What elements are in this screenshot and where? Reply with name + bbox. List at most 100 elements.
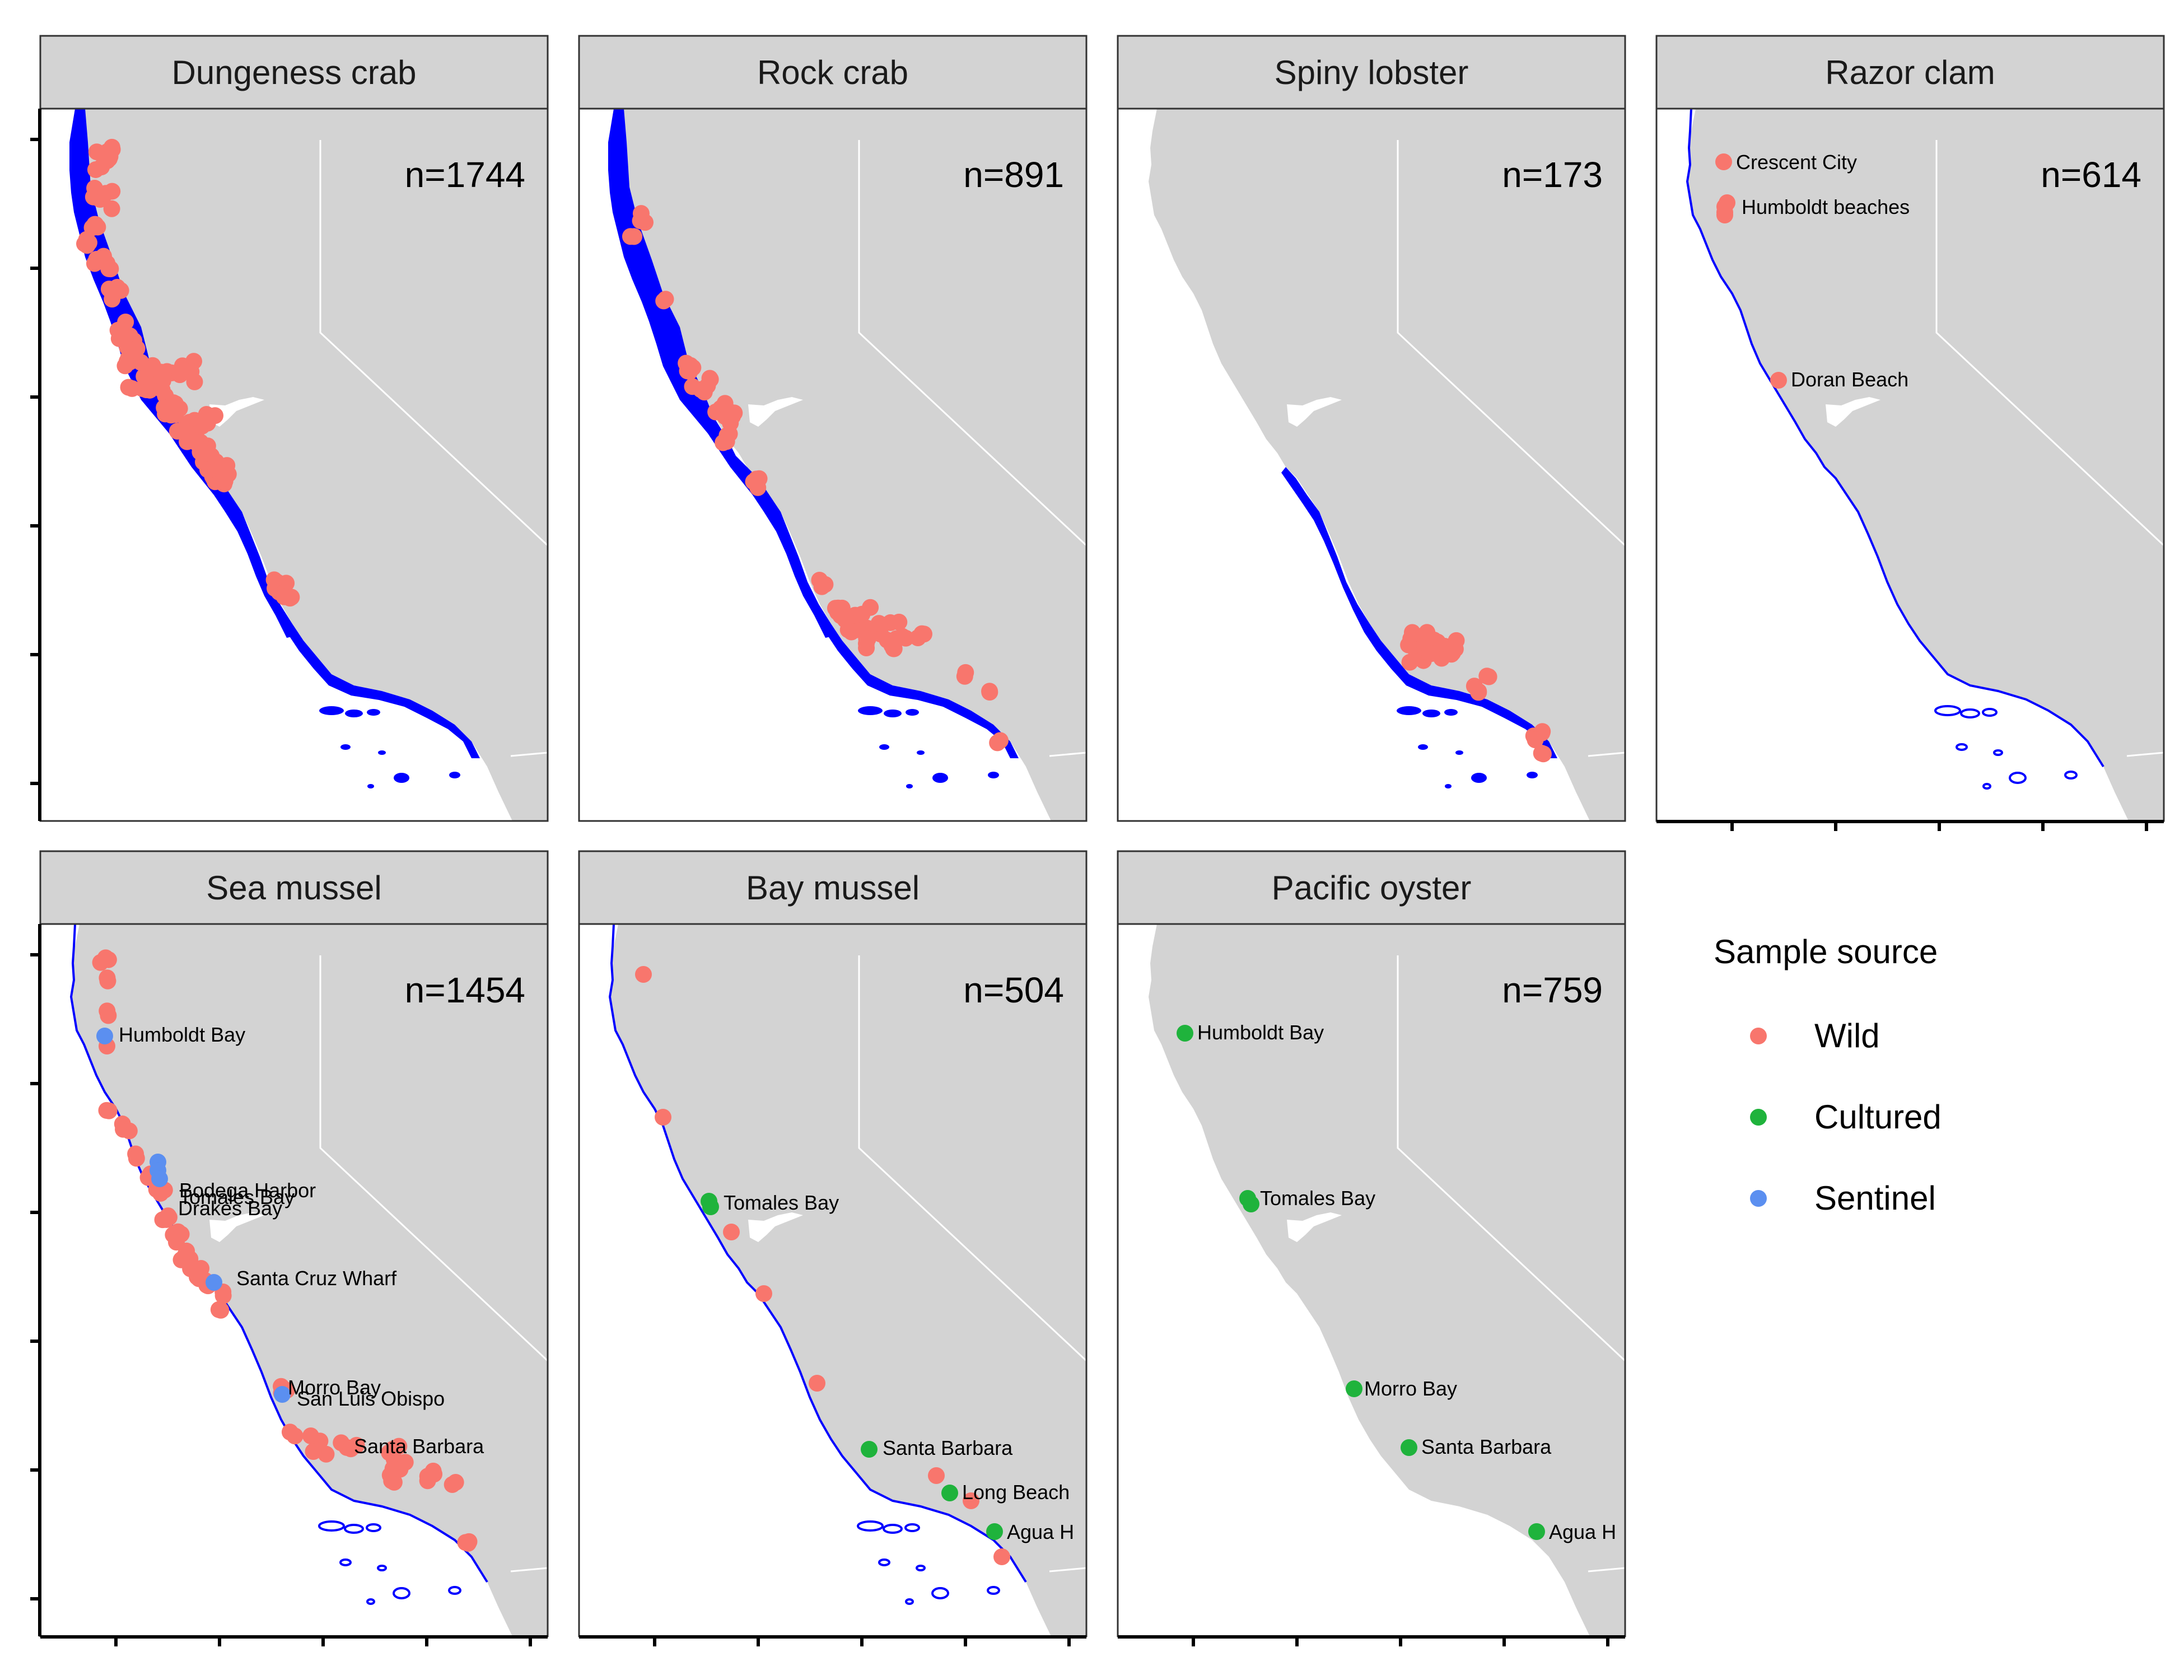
sample-point-cultured [861, 1441, 878, 1458]
facet-strip [1655, 35, 2165, 110]
site-label: Tomales Bay [724, 1191, 839, 1214]
site-label: Humboldt Bay [1197, 1021, 1324, 1044]
sample-point-wild [928, 1467, 945, 1484]
sample-point-wild [419, 1472, 436, 1490]
site-label: Agua H [1549, 1520, 1616, 1543]
sample-point-wild [858, 630, 875, 647]
sample-count: n=1454 [405, 970, 525, 1010]
sample-point-wild [302, 1427, 319, 1445]
sample-count: n=614 [2041, 155, 2141, 195]
facet-title: Bay mussel [746, 869, 920, 907]
panel-frame [1117, 108, 1626, 822]
sample-point-wild [1715, 153, 1732, 170]
map-area: Tomales Bay Santa Barbara Long Beach Agua H… [578, 923, 1088, 1646]
site-label: Santa Cruz Wharf [236, 1267, 397, 1290]
sample-point-wild [214, 470, 232, 487]
legend-key-wild [1750, 1028, 1767, 1044]
facet-oyster: Pacific oyster Humboldt Bay Tomales Bay Mor… [1117, 850, 1626, 1646]
sample-point-wild [390, 1438, 408, 1455]
sample-point-wild [956, 668, 973, 685]
sample-point-wild [1770, 372, 1787, 389]
sample-count: n=759 [1502, 970, 1603, 1010]
legend-label-wild: Wild [1814, 1017, 1880, 1054]
sample-point-wild [109, 278, 126, 296]
sample-point-wild [827, 600, 844, 617]
site-label: Tomales Bay [179, 1186, 295, 1208]
sample-point-wild [1401, 654, 1418, 671]
site-label: Agua H [1007, 1520, 1074, 1543]
sample-point-wild [182, 1260, 199, 1277]
site-label: Humboldt beaches [1742, 195, 1910, 218]
sample-point-wild [1716, 207, 1733, 223]
sample-point-wild [342, 1440, 360, 1458]
facet-razor: Razor clam Crescent City Humboldt beaches D… [1655, 35, 2165, 831]
facet-rock: Rock crab n=891 [578, 35, 1088, 822]
map-area: Crescent City Humboldt beaches Doran Beach… [1655, 108, 2165, 831]
sample-point-wild [755, 1285, 772, 1302]
sample-point-wild [684, 378, 701, 395]
sample-point-wild [837, 611, 854, 628]
map-area: n=1744 [30, 108, 549, 822]
sample-point-sentinel [96, 1028, 113, 1044]
site-label: Tomales Bay [1260, 1187, 1375, 1210]
legend-label-sentinel: Sentinel [1814, 1179, 1936, 1217]
sample-point-cultured [1346, 1380, 1362, 1397]
sample-point-wild [193, 417, 211, 435]
sample-point-wild [657, 291, 674, 308]
facet-title: Dungeness crab [172, 54, 417, 91]
sample-point-wild [167, 395, 184, 412]
site-label: Drakes Bay [178, 1197, 282, 1220]
sample-point-cultured [941, 1485, 958, 1501]
sample-point-wild [101, 150, 118, 167]
facet-title: Rock crab [757, 54, 908, 91]
sample-point-cultured [1401, 1439, 1417, 1456]
facet-strip [39, 35, 549, 110]
sample-point-wild [991, 732, 1009, 749]
sample-point-wild [118, 353, 136, 370]
sample-point-wild [715, 434, 732, 451]
sample-point-wild [100, 1007, 117, 1024]
sample-point-cultured [1528, 1523, 1545, 1540]
sample-point-wild [99, 969, 116, 987]
sample-point-wild [385, 1473, 403, 1491]
sample-point-wild [809, 1375, 825, 1392]
facet-title: Razor clam [1825, 54, 1995, 91]
map-area: n=891 [578, 108, 1088, 822]
site-label: Long Beach [962, 1481, 1070, 1504]
sample-point-wild [993, 1548, 1010, 1565]
facet-title: Pacific oyster [1272, 869, 1472, 907]
sample-point-wild [890, 613, 908, 631]
sample-point-wild [80, 234, 97, 251]
sample-count: n=1744 [405, 155, 525, 195]
sample-point-wild [635, 966, 652, 983]
sample-point-sentinel [206, 1274, 222, 1291]
sample-point-wild [811, 572, 828, 589]
facet-strip [1117, 35, 1626, 110]
sample-point-wild [909, 629, 927, 647]
sample-point-wild [141, 381, 158, 399]
facet-dungeness: Dungeness crab n=1744 [30, 35, 549, 822]
sample-point-wild [186, 373, 203, 390]
site-label: Crescent City [1736, 151, 1857, 174]
sample-point-wild [723, 1224, 740, 1240]
sample-point-cultured [986, 1523, 1003, 1540]
sample-point-wild [963, 1492, 979, 1509]
map-area: n=173 [1117, 108, 1626, 822]
sample-point-sentinel [274, 1386, 291, 1403]
sample-point-wild [171, 366, 189, 384]
facet-seamussel: Sea mussel Humboldt Bay Bodega HarborTomal… [30, 850, 549, 1646]
site-label: Bodega Harbor [179, 1179, 316, 1202]
site-label: Morro Bay [288, 1376, 381, 1399]
sample-point-wild [1478, 668, 1496, 685]
site-label: Morro Bay [1364, 1377, 1457, 1400]
sample-point-wild [632, 212, 649, 230]
sample-point-wild [1466, 678, 1483, 695]
sample-point-wild [281, 1424, 298, 1441]
legend-key-cultured [1750, 1109, 1767, 1126]
sample-point-wild [720, 403, 738, 420]
sample-point-wild [318, 1445, 335, 1463]
sample-point-cultured [702, 1198, 719, 1215]
sample-point-wild [745, 473, 762, 491]
